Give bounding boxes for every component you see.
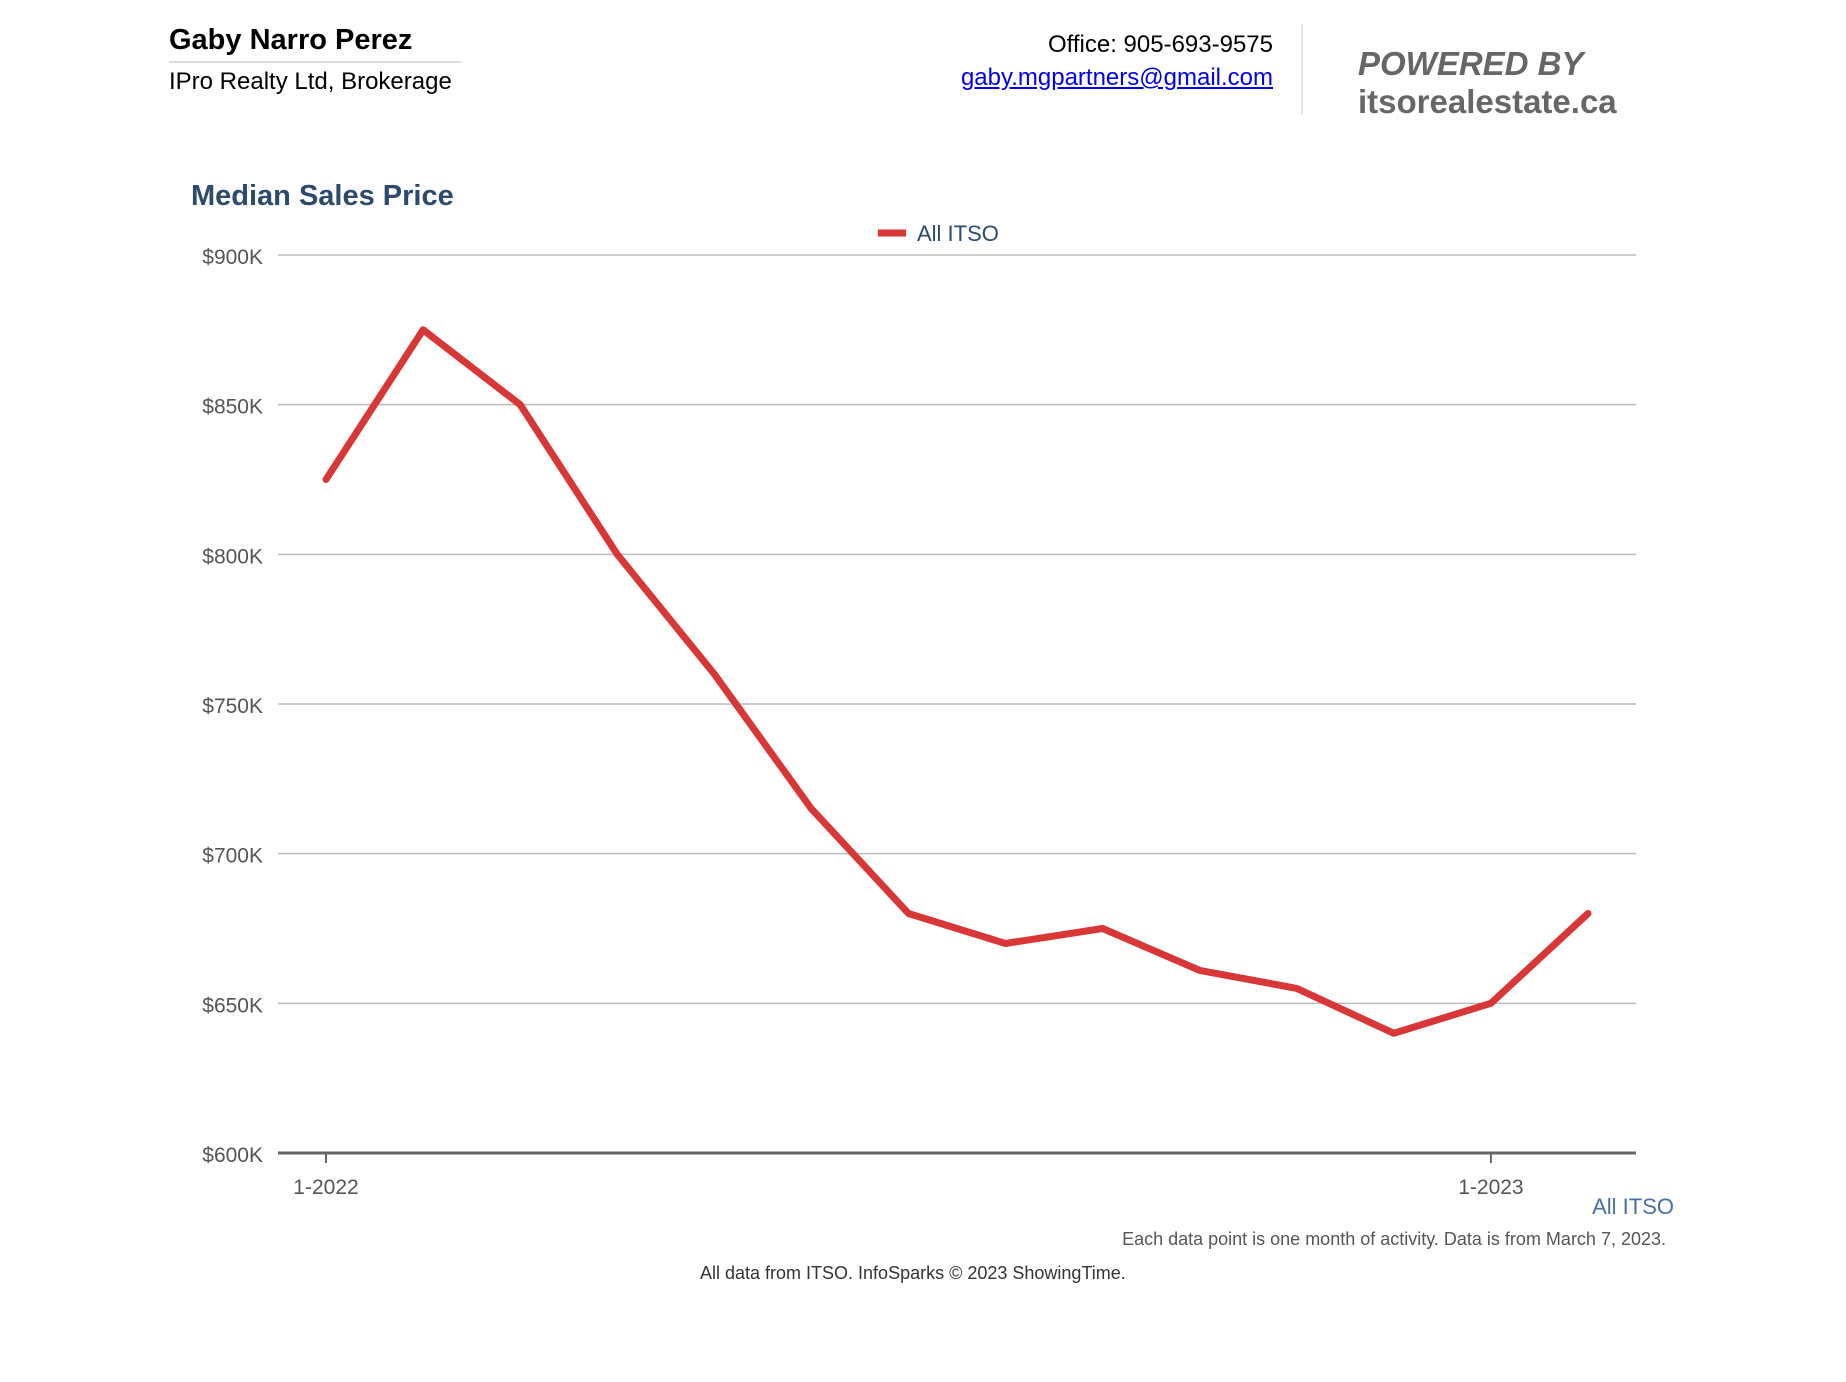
y-tick-label: $600K	[202, 1144, 263, 1167]
copyright: All data from ITSO. InfoSparks © 2023 Sh…	[700, 1263, 1126, 1283]
powered-by-logo[interactable]: POWERED BY itsorealestate.ca	[1358, 45, 1846, 121]
powered-by-text: POWERED BY	[1358, 45, 1584, 82]
series-line-all-itso	[322, 326, 1592, 1037]
y-tick-label: $900K	[202, 246, 263, 269]
x-tick-label: 1-2023	[1458, 1176, 1523, 1199]
y-tick-label: $700K	[202, 845, 263, 868]
data-note: Each data point is one month of activity…	[1122, 1229, 1666, 1249]
email-link[interactable]: gaby.mgpartners@gmail.com	[960, 64, 1273, 91]
y-tick-label: $750K	[202, 695, 263, 718]
agent-name: Gaby Narro Perez	[169, 24, 461, 63]
office-phone: Office: 905-693-9575	[1047, 31, 1273, 58]
header-divider	[1301, 24, 1303, 114]
chart-title: Median Sales Price	[191, 180, 454, 212]
x-tick-label: 1-2022	[293, 1176, 358, 1199]
agent-company: IPro Realty Ltd, Brokerage	[169, 68, 452, 95]
source-link[interactable]: All ITSO	[1592, 1194, 1674, 1219]
contact-block: Office: 905-693-9575 gaby.mgpartners@gma…	[961, 28, 1273, 94]
y-tick-label: $800K	[202, 545, 263, 568]
y-tick-label: $850K	[202, 396, 263, 419]
legend-label: All ITSO	[917, 221, 999, 246]
site-name: itsorealestate.ca	[1358, 83, 1617, 120]
y-tick-label: $650K	[202, 994, 263, 1017]
